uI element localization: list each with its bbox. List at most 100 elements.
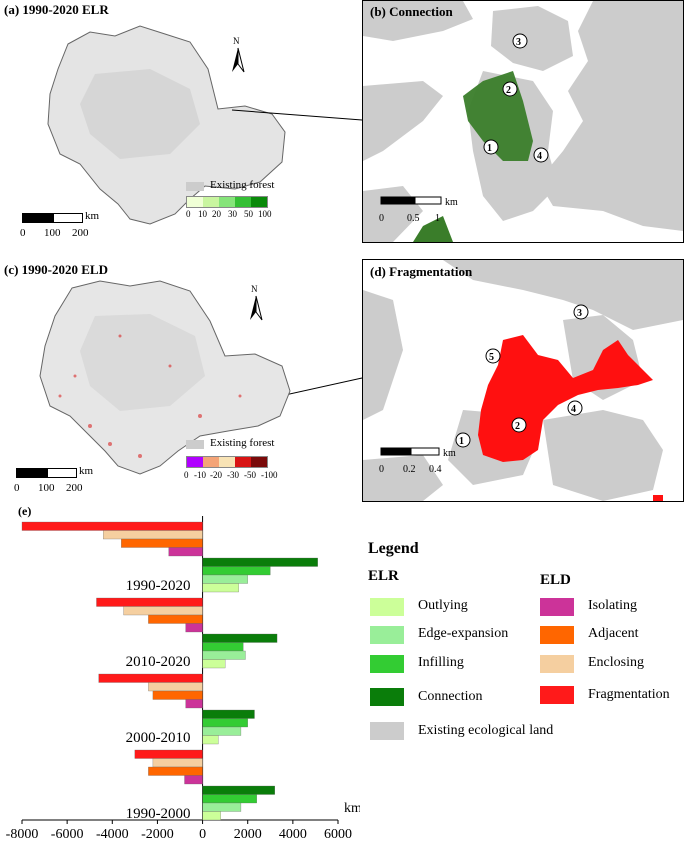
legend-swatch-existing — [370, 722, 404, 740]
panel-b-map: 3 2 1 4 km 0 0.5 1 — [362, 0, 684, 243]
bar-infilling — [202, 794, 257, 804]
bar-enclosing — [103, 530, 203, 540]
legend-label-fragmentation: Fragmentation — [588, 687, 670, 702]
bar-outlying — [202, 811, 221, 821]
legend-swatch-infilling — [370, 655, 404, 673]
svg-text:1: 1 — [435, 213, 440, 224]
bar-connection — [202, 785, 275, 795]
legend-label-infilling: Infilling — [418, 655, 464, 670]
panel-c-title: (c) 1990-2020 ELD — [4, 262, 108, 277]
ramp-c-c0 — [187, 457, 203, 467]
svg-text:3: 3 — [577, 308, 582, 319]
bar-fragmentation — [98, 673, 203, 683]
bar-adjacent — [148, 614, 203, 624]
panel-e-title: (e) — [18, 504, 32, 518]
ramp-a-c4 — [251, 197, 267, 207]
bar-outlying — [202, 659, 226, 669]
x-tick-label: -4000 — [96, 827, 129, 842]
x-tick-label: 0 — [199, 827, 206, 842]
legend-swatch-outlying — [370, 598, 404, 616]
svg-text:N: N — [251, 284, 258, 294]
svg-text:1: 1 — [459, 436, 464, 447]
svg-text:3: 3 — [516, 37, 521, 48]
bar-edge-expansion — [202, 726, 242, 736]
svg-text:0.5: 0.5 — [407, 213, 420, 224]
north-arrow-a: N — [232, 36, 245, 73]
map-b-markers: 3 2 1 4 — [483, 33, 549, 163]
bar-adjacent — [152, 690, 203, 700]
legend-swatch-connection — [370, 688, 404, 706]
legend-swatch-adjacent — [540, 626, 574, 644]
ramp-c-c2 — [219, 457, 235, 467]
bar-isolating — [184, 775, 203, 785]
legend-label-outlying: Outlying — [418, 598, 468, 613]
x-tick-label: 2000 — [234, 827, 262, 842]
bar-isolating — [185, 623, 203, 633]
bar-edge-expansion — [202, 802, 242, 812]
bar-edge-expansion — [202, 650, 246, 660]
bar-connection — [202, 709, 255, 719]
x-tick-label: -6000 — [51, 827, 84, 842]
panel-d-title: (d) Fragmentation — [370, 264, 473, 279]
x-tick-label: 4000 — [279, 827, 307, 842]
svg-text:0: 0 — [379, 464, 384, 475]
legend-label-isolating: Isolating — [588, 598, 637, 613]
x-tick-label: 6000 — [324, 827, 352, 842]
ramp-a-c2 — [219, 197, 235, 207]
svg-text:N: N — [233, 36, 240, 46]
bar-edge-expansion — [202, 574, 248, 584]
ramp-c-c4 — [251, 457, 267, 467]
group-label: 2010-2020 — [126, 654, 191, 670]
bar-fragmentation — [96, 597, 203, 607]
panel-a-title: (a) 1990-2020 ELR — [4, 2, 109, 17]
svg-text:0: 0 — [379, 213, 384, 224]
legend-label-adjacent: Adjacent — [588, 626, 639, 641]
bar-outlying — [202, 583, 239, 593]
x-tick-label: -8000 — [6, 827, 39, 842]
bar-infilling — [202, 642, 244, 652]
bar-chart: -8000 -6000 -4000 -2000 0 2000 4000 6000 km² 1990… — [6, 516, 360, 842]
bar-connection — [202, 557, 318, 567]
svg-text:km: km — [445, 197, 458, 208]
panel-d-map: 3 5 4 2 1 km 0 0.2 0.4 — [362, 259, 684, 502]
bar-isolating — [185, 699, 203, 709]
legend-title: Legend — [368, 540, 419, 557]
legend-label-existing: Existing ecological land — [418, 723, 554, 738]
color-ramp-c — [186, 456, 268, 468]
ramp-a-c0 — [187, 197, 203, 207]
bar-adjacent — [148, 766, 203, 776]
legend-label-connection: Connection — [418, 689, 483, 704]
ramp-c-c1 — [203, 457, 219, 467]
legend-label-edge-expansion: Edge-expansion — [418, 626, 509, 641]
legend-label-enclosing: Enclosing — [588, 655, 644, 670]
legend-swatch-isolating — [540, 598, 574, 616]
bar-adjacent — [121, 538, 203, 548]
svg-text:2: 2 — [506, 85, 511, 96]
bar-outlying — [202, 735, 219, 745]
panel-a-map: N — [47, 25, 286, 225]
svg-text:2: 2 — [515, 421, 520, 432]
bar-enclosing — [123, 606, 203, 616]
legend-swatch-enclosing — [540, 655, 574, 673]
bar-infilling — [202, 566, 271, 576]
group-label: 1990-2020 — [126, 578, 191, 594]
panel-b-title: (b) Connection — [370, 4, 453, 19]
legend-swatch-fragmentation — [540, 686, 574, 704]
legend-swatch-edge-expansion — [370, 626, 404, 644]
group-label: 1990-2000 — [126, 806, 191, 822]
map-d-markers: 3 5 4 2 1 — [455, 304, 589, 448]
x-axis-label: km² — [344, 801, 360, 816]
scale-bar-b: km 0 0.5 1 — [379, 196, 458, 224]
legend-elr-head: ELR — [368, 568, 399, 584]
ramp-a-c3 — [235, 197, 251, 207]
bar-enclosing — [152, 758, 203, 768]
svg-text:1: 1 — [487, 143, 492, 154]
group-label: 2000-2010 — [126, 730, 191, 746]
scale-bar-d: km 0 0.2 0.4 — [379, 447, 456, 475]
svg-text:5: 5 — [489, 352, 494, 363]
bar-fragmentation — [134, 749, 203, 759]
svg-text:4: 4 — [537, 151, 542, 162]
svg-text:0.2: 0.2 — [403, 464, 416, 475]
bar-fragmentation — [21, 521, 203, 531]
svg-text:0.4: 0.4 — [429, 464, 442, 475]
